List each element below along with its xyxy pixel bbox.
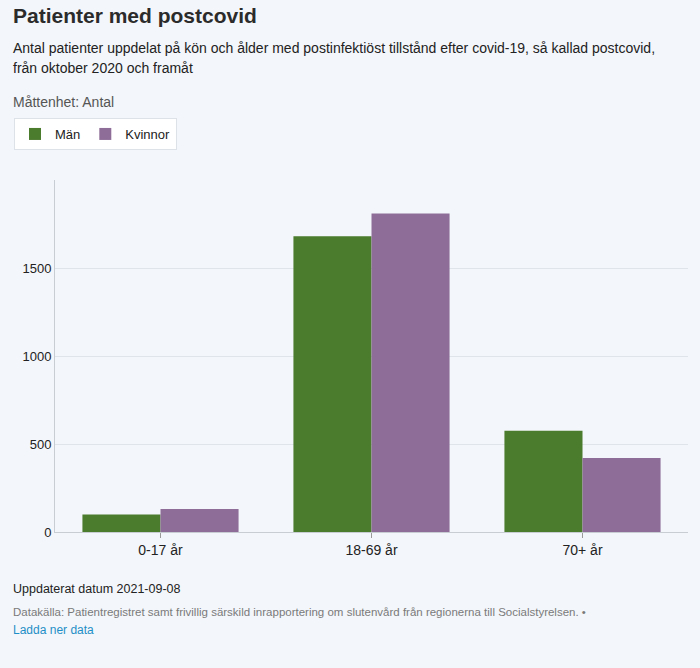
svg-text:1500: 1500: [22, 261, 51, 276]
html-text:Datakälla: Patientregistret sa: Datakälla: Patientregistret samt frivill…: [13, 606, 586, 618]
html-text:Uppdaterat datum 2021-09-08: Uppdaterat datum 2021-09-08: [13, 582, 181, 596]
html-text:Måttenhet: Antal: Måttenhet: Antal: [13, 94, 115, 110]
svg-text:1000: 1000: [22, 349, 51, 364]
svg-text:18-69 år: 18-69 år: [345, 542, 397, 558]
html-text:Ladda ner data: Ladda ner data: [13, 623, 94, 637]
svg-text:500: 500: [30, 437, 52, 452]
svg-text:0-17 år: 0-17 år: [138, 542, 183, 558]
html-text:Patienter med postcovid: Patienter med postcovid: [13, 4, 257, 27]
svg-text:Kvinnor: Kvinnor: [125, 127, 170, 142]
svg-text:0: 0: [44, 525, 51, 540]
svg-text:Män: Män: [55, 127, 80, 142]
svg-text:70+ år: 70+ år: [562, 542, 602, 558]
html-text:Antal patienter uppdelat på kö: Antal patienter uppdelat på kön och ålde…: [13, 40, 655, 76]
